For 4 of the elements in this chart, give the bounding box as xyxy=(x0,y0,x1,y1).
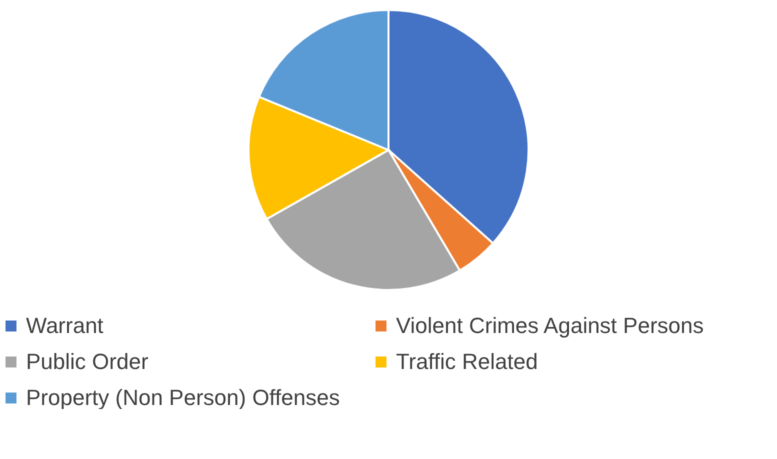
legend-label: Violent Crimes Against Persons xyxy=(396,313,704,338)
legend-label: Warrant xyxy=(26,313,104,338)
legend-label: Public Order xyxy=(26,349,148,374)
legend-label: Traffic Related xyxy=(396,349,538,374)
